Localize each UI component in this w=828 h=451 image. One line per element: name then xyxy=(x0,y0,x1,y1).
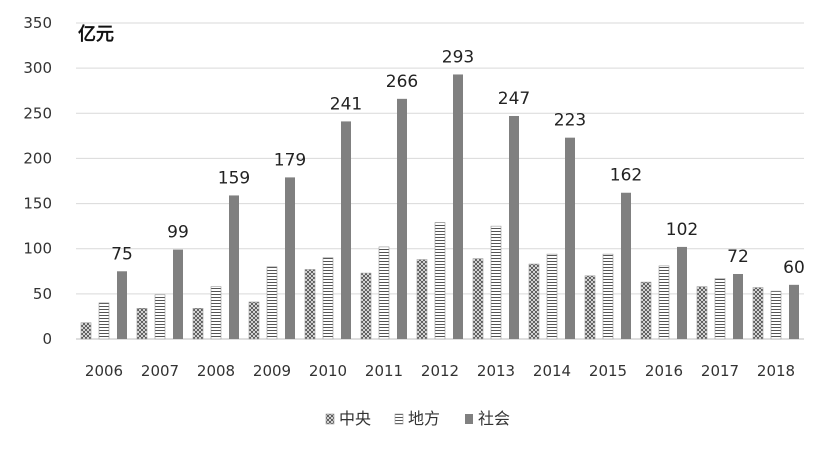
y-tick-label: 100 xyxy=(23,240,52,258)
bar-local-2017 xyxy=(714,278,726,340)
bar-social-2007 xyxy=(173,249,183,339)
bar-central-2014 xyxy=(528,263,540,340)
data-label: 162 xyxy=(610,166,642,186)
data-label: 99 xyxy=(167,223,189,243)
legend-swatch xyxy=(325,413,335,425)
unit-label: 亿元 xyxy=(78,23,114,45)
bar-local-2014 xyxy=(546,253,558,340)
x-tick-label: 2013 xyxy=(477,362,515,380)
bar-central-2007 xyxy=(136,308,148,340)
bar-central-2012 xyxy=(416,259,428,340)
y-tick-label: 200 xyxy=(23,149,52,167)
bar-local-2011 xyxy=(378,246,390,340)
bar-social-2015 xyxy=(621,192,631,339)
legend-label: 社会 xyxy=(478,409,510,428)
bar-central-2010 xyxy=(304,269,316,340)
data-label: 75 xyxy=(111,244,133,264)
bar-local-2015 xyxy=(602,253,614,340)
legend: 中央 地方 社会 xyxy=(325,409,510,428)
x-axis-ticks: 2006 2007 2008 2009 2010 2011 2012 2013 2014 2015… xyxy=(85,362,795,380)
bar-social-2017 xyxy=(733,273,743,339)
bar-social-2010 xyxy=(341,121,351,339)
bar-social-2016 xyxy=(677,246,687,339)
x-tick-label: 2011 xyxy=(365,362,403,380)
x-tick-label: 2010 xyxy=(309,362,347,380)
bar-social-2012 xyxy=(453,74,463,339)
bar-central-2015 xyxy=(584,275,596,340)
bar-central-2018 xyxy=(752,287,764,340)
bar-social-2006 xyxy=(117,271,127,339)
bars xyxy=(80,74,799,340)
bar-social-2018 xyxy=(789,284,799,339)
bar-local-2010 xyxy=(322,257,334,340)
bar-central-2016 xyxy=(640,281,652,340)
x-tick-label: 2007 xyxy=(141,362,179,380)
bar-central-2008 xyxy=(192,308,204,340)
bar-social-2011 xyxy=(397,98,407,339)
x-tick-label: 2008 xyxy=(197,362,235,380)
bar-central-2011 xyxy=(360,272,372,340)
data-label: 293 xyxy=(442,47,474,67)
x-tick-label: 2015 xyxy=(589,362,627,380)
y-tick-label: 350 xyxy=(23,14,52,32)
y-tick-label: 300 xyxy=(23,59,52,77)
bar-central-2017 xyxy=(696,286,708,340)
bar-local-2016 xyxy=(658,265,670,340)
y-tick-label: 250 xyxy=(23,104,52,122)
data-label: 60 xyxy=(783,258,805,278)
legend-label: 中央 xyxy=(339,409,371,428)
y-tick-label: 0 xyxy=(42,330,52,348)
bar-central-2006 xyxy=(80,322,92,340)
x-tick-label: 2012 xyxy=(421,362,459,380)
bar-social-2013 xyxy=(509,115,519,339)
bar-local-2018 xyxy=(770,290,782,340)
legend-label: 地方 xyxy=(408,409,440,428)
x-tick-label: 2016 xyxy=(645,362,683,380)
y-tick-label: 50 xyxy=(33,285,52,303)
bar-local-2013 xyxy=(490,225,502,340)
x-tick-label: 2009 xyxy=(253,362,291,380)
data-label: 159 xyxy=(218,168,250,188)
legend-swatch xyxy=(394,413,404,425)
data-label: 102 xyxy=(666,220,698,240)
x-tick-label: 2017 xyxy=(701,362,739,380)
data-label: 247 xyxy=(498,89,530,109)
data-label: 266 xyxy=(386,72,418,92)
bar-local-2007 xyxy=(154,294,166,340)
data-label: 72 xyxy=(727,247,749,267)
data-label: 179 xyxy=(274,150,306,170)
bar-social-2009 xyxy=(285,177,295,339)
legend-swatch xyxy=(465,414,473,424)
x-tick-label: 2018 xyxy=(757,362,795,380)
data-label: 223 xyxy=(554,111,586,131)
bar-social-2014 xyxy=(565,137,575,339)
data-labels: 75 99 159 179 241 266 293 247 223 162 102 72 60 xyxy=(111,47,805,277)
bar-local-2006 xyxy=(98,302,110,340)
bar-local-2008 xyxy=(210,286,222,340)
bar-local-2012 xyxy=(434,222,446,340)
bar-central-2013 xyxy=(472,258,484,340)
x-tick-label: 2014 xyxy=(533,362,571,380)
y-axis-ticks: 0 50 100 150 200 250 300 350 xyxy=(23,14,52,348)
bar-social-2008 xyxy=(229,195,239,339)
bar-local-2009 xyxy=(266,266,278,340)
data-label: 241 xyxy=(330,94,362,114)
y-tick-label: 150 xyxy=(23,195,52,213)
x-tick-label: 2006 xyxy=(85,362,123,380)
bar-central-2009 xyxy=(248,301,260,340)
